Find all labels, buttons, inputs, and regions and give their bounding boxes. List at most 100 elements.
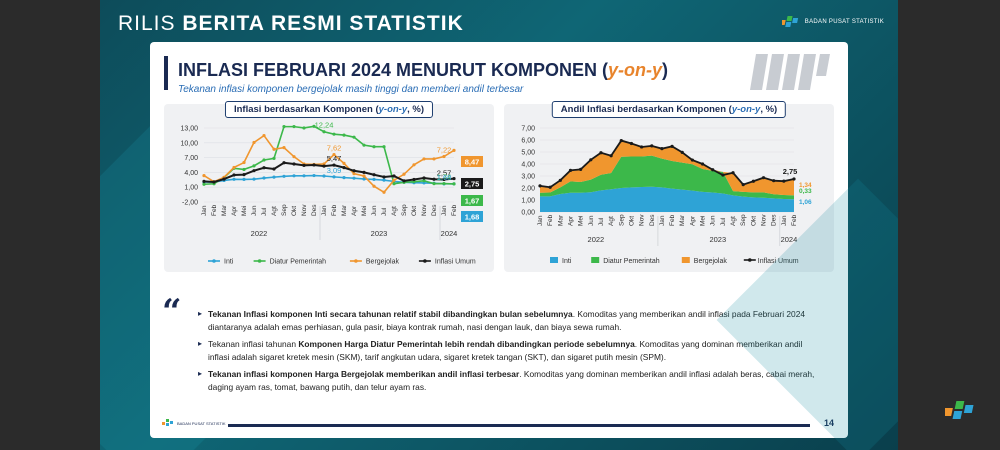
chart-1-legend-label: Inflasi Umum — [435, 259, 476, 266]
chart-2-point — [619, 139, 623, 143]
chart-1-legend-marker — [354, 259, 358, 263]
chart-1-legend-marker — [212, 259, 216, 263]
chart-2-y-tick: 1,00 — [521, 198, 535, 205]
chart-1-x-tick: Apr — [231, 205, 238, 216]
chart-1-data-label: 7,22 — [437, 146, 452, 155]
chart-2-point — [558, 178, 562, 182]
chart-1-x-tick: Jul — [381, 207, 388, 216]
chart-1-point — [372, 173, 376, 177]
chart-1-point — [432, 182, 436, 186]
chart-2-y-tick: 2,00 — [521, 186, 535, 193]
chart-1-point — [382, 190, 386, 194]
chart-1-x-tick: Jan — [321, 205, 328, 216]
chart-2-x-tick: Feb — [547, 214, 554, 226]
chart-1-point — [242, 167, 246, 172]
chart-2-x-tick: Jan — [537, 215, 544, 226]
chart-1-point — [242, 160, 246, 165]
chart-1-end-label-box — [461, 156, 483, 167]
chart-1-x-tick: Jan — [441, 205, 448, 216]
chart-2-y-tick: 0,00 — [521, 210, 535, 217]
chart-1-point — [362, 177, 366, 181]
chart-1-point — [442, 177, 446, 182]
chart-1-point — [272, 175, 276, 179]
chart-1-x-tick: Okt — [411, 206, 418, 216]
chart-1-series-line — [203, 125, 455, 186]
chart-2-point — [772, 179, 776, 183]
chart-1-point — [392, 182, 396, 186]
chart-2-x-tick: Mar — [679, 214, 686, 226]
chart-2-area — [540, 155, 794, 200]
chart-2-point — [731, 171, 735, 175]
chart-1-point — [262, 166, 266, 170]
chart-1-series-line — [204, 174, 454, 185]
chart-1-point — [382, 145, 386, 149]
corner-bps-logo-icon — [945, 401, 974, 419]
chart-1-y-tick: 1,00 — [184, 185, 198, 192]
chart-2-y-tick: 4,00 — [521, 162, 535, 169]
chart-2-x-tick: Jun — [710, 215, 717, 226]
chart-1-point — [262, 133, 266, 138]
chart-1-year-label: 2023 — [371, 229, 388, 238]
chart-2-legend-label: Diatur Pemerintah — [603, 258, 660, 265]
chart-1-x-tick: Des — [311, 204, 318, 216]
chart-1-point — [232, 173, 236, 177]
chart-1-point — [302, 126, 306, 130]
card-footer: BADAN PUSAT STATISTIK 14 — [150, 412, 848, 438]
chart-2-x-tick: Jun — [588, 215, 595, 226]
chart-1-point — [422, 176, 426, 180]
chart-1-legend-marker — [257, 259, 262, 263]
chart-1-data-label: 5,47 — [327, 154, 342, 163]
chart-2-point — [711, 168, 715, 172]
title-accent-bar — [164, 56, 168, 90]
chart-2-x-tick: Jul — [720, 217, 727, 226]
chart-1-point — [242, 177, 246, 182]
chart-1-point — [362, 143, 366, 147]
chart-1-x-tick: Sep — [281, 204, 288, 216]
chart-1-point — [322, 174, 326, 178]
chart-2-y-tick: 5,00 — [521, 150, 535, 157]
chart-1-point — [342, 161, 346, 165]
bps-logo-text: BADAN PUSAT STATISTIK — [804, 19, 884, 25]
chart-1-point — [412, 163, 416, 167]
chart-2-x-tick: Des — [649, 214, 656, 226]
chart-1-point — [252, 169, 256, 173]
chart-1-point — [422, 157, 426, 161]
chart-1-x-tick: Nov — [301, 204, 308, 216]
chart-1-point — [332, 163, 336, 167]
chart-1-point — [342, 133, 346, 137]
chart-1-point — [292, 174, 296, 178]
chart-2-y-tick: 3,00 — [521, 174, 535, 181]
bullet-item-diatur: Tekanan inflasi tahunan Komponen Harga D… — [198, 338, 826, 365]
chart-2-point — [660, 147, 664, 151]
chart-2-x-tick: Des — [771, 214, 778, 226]
chart-1-end-label: 8,47 — [465, 158, 480, 167]
chart-1-y-tick: 13,00 — [180, 126, 198, 133]
chart-2-point — [609, 154, 613, 158]
chart-1-point — [382, 178, 386, 182]
chart-1-data-label: 3,09 — [327, 166, 342, 175]
decorative-stripes-icon — [750, 54, 830, 90]
chart-1-point — [302, 163, 306, 167]
chart-1-x-tick: Mar — [221, 204, 228, 216]
footer-logo-icon — [162, 419, 173, 426]
chart-2-legend-label: Inti — [562, 258, 572, 265]
chart-1-x-tick: Feb — [211, 204, 218, 216]
chart-1-y-tick: 10,00 — [180, 140, 198, 147]
chart-2-x-tick: Nov — [761, 214, 768, 226]
chart-1-point — [352, 172, 356, 176]
chart-1-x-tick: Apr — [351, 205, 358, 216]
chart-1-point — [432, 177, 436, 181]
chart-1-point — [282, 161, 286, 165]
chart-1-point — [452, 182, 456, 186]
bps-logo-icon — [781, 16, 798, 27]
chart-1-point — [352, 169, 356, 173]
chart-1-point — [372, 145, 376, 149]
chart-1-point — [432, 157, 436, 161]
chart-2-point — [700, 162, 705, 166]
chart-1-end-label: 1,67 — [465, 197, 480, 206]
chart-1-point — [392, 174, 396, 178]
chart-1-point — [442, 181, 446, 186]
chart-1-y-tick: -2,00 — [182, 200, 198, 207]
chart-1-x-tick: Jun — [251, 205, 258, 216]
